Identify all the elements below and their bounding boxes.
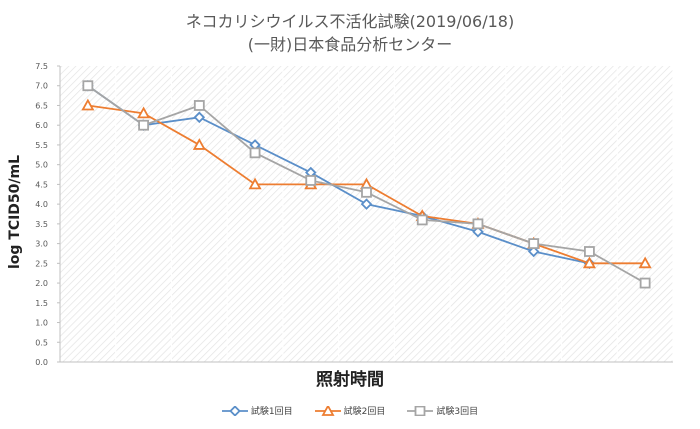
series-2-point [192,138,206,150]
legend-label: 試験1回目 [250,407,293,417]
series-3-point [193,100,205,111]
y-tick-label: 1.0 [35,319,48,328]
series-2-point [582,256,596,269]
series-3-point [305,175,317,186]
legend-item-1: 試験1回目 [221,404,293,417]
series-3-point [249,147,261,159]
series-1-line [87,84,590,265]
y-tick-label: 2.0 [35,279,48,288]
series-3-point [82,80,94,92]
legend-item-3: 試験3回目 [407,404,478,417]
legend: 試験1回目 試験2回目 試験3回目 [0,404,700,417]
series-1-point [360,198,373,210]
series-2-point [81,98,95,111]
legend-swatch-marker [229,405,241,416]
legend-swatch-marker [414,405,426,416]
legend-swatch-marker [321,405,335,416]
y-tick-label: 7.0 [35,82,48,91]
legend-swatch [314,405,341,416]
plot-background [60,66,673,362]
legend-item-2: 試験2回目 [314,404,386,417]
series-1-point [527,245,540,258]
series-3-point [584,246,595,257]
x-axis-label: 照射時間 [316,370,384,390]
legend-swatch [407,405,434,416]
y-tick-label: 5.5 [35,141,48,150]
series-1-point [472,225,484,238]
series-3-point [138,119,149,131]
y-tick-label: 6.0 [35,121,48,130]
series-2-point [638,256,652,269]
y-tick-label: 3.5 [35,220,48,229]
y-tick-label: 0.5 [35,338,48,347]
chart-title: ネコカリシウイルス不活化試験(2019/06/18) [185,12,515,31]
y-tick-label: 4.5 [35,180,48,189]
series-3 [82,80,651,289]
legend-label: 試験2回目 [343,407,386,417]
y-tick-label: 6.5 [35,101,48,110]
y-tick-label: 2.5 [35,259,48,268]
series-2-point [137,106,151,119]
series-3-point [472,218,484,230]
chart-subtitle: (一財)日本食品分析センター [247,35,453,54]
y-tick-label: 0.0 [35,358,48,367]
y-tick-label: 7.5 [35,62,48,71]
y-tick-label: 5.0 [35,161,48,170]
series-1-point [193,111,206,124]
series-3-point [416,214,428,226]
legend-swatch [221,405,248,416]
y-tick-label: 3.0 [35,240,48,249]
series-3-point [361,186,372,198]
legend-label: 試験3回目 [436,407,479,417]
series-3-point [639,277,651,289]
series-3-point [528,238,540,250]
series-2-point [248,177,262,190]
y-tick-label: 4.0 [35,200,48,209]
y-tick-label: 1.5 [35,299,48,308]
